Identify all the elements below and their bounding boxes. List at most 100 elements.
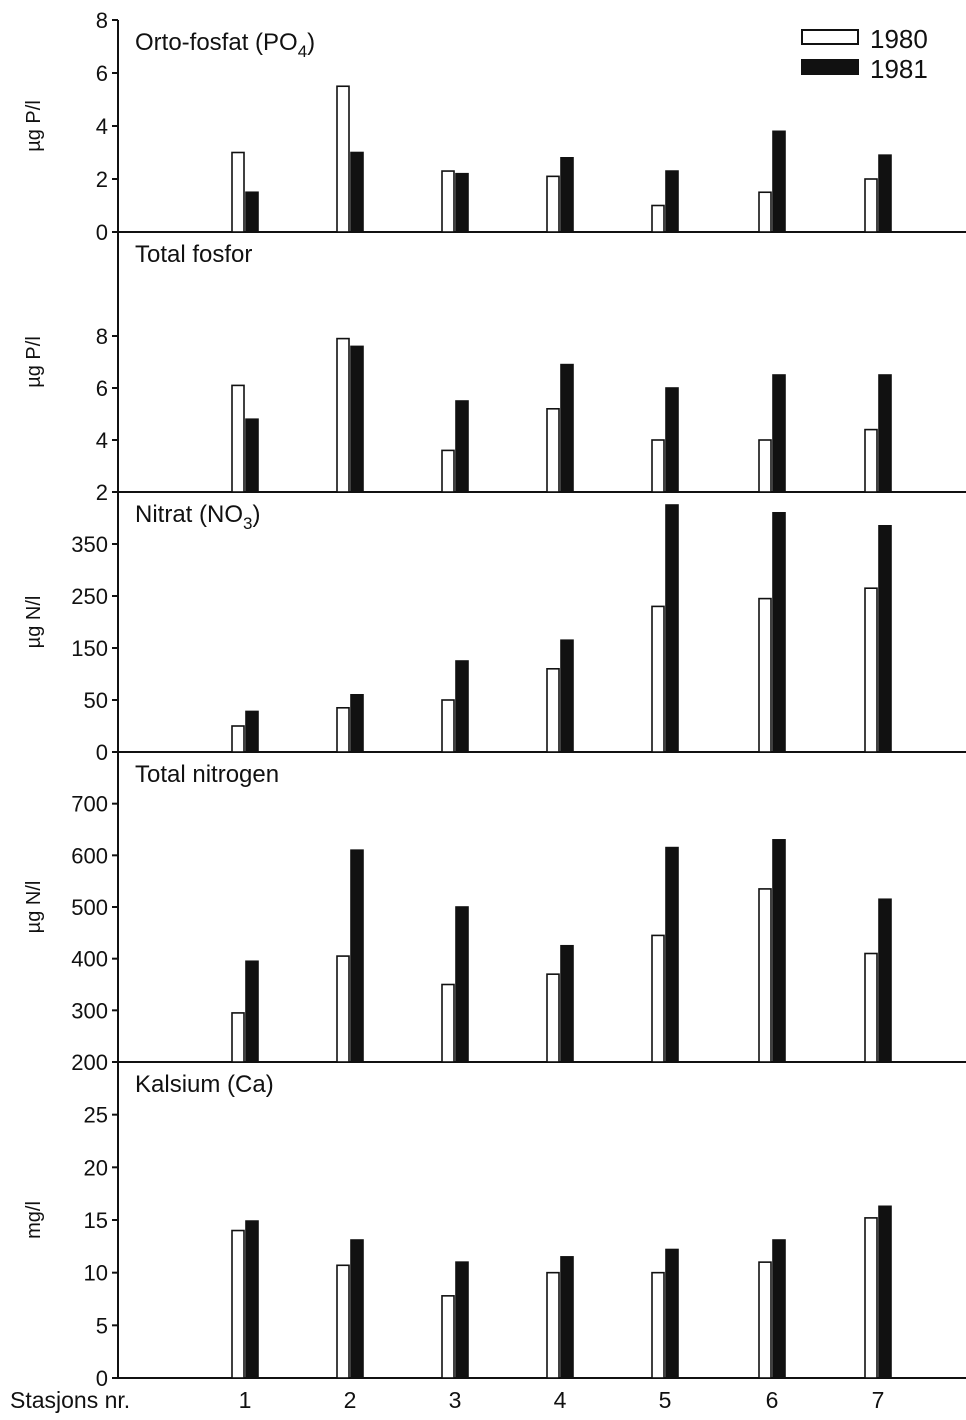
- bar-1980-station-2: [336, 337, 350, 493]
- y-tick-label: 500: [71, 895, 108, 920]
- x-tick-label: 4: [554, 1387, 567, 1413]
- x-tick-label: 7: [872, 1387, 885, 1413]
- x-tick-label: 3: [449, 1387, 462, 1413]
- bar-1981-station-4: [560, 944, 574, 1063]
- y-tick-label: 25: [84, 1103, 108, 1128]
- y-axis-label: µg N/l: [23, 596, 45, 649]
- bar-1980-station-4: [546, 973, 560, 1063]
- legend-swatch-1980: [801, 29, 859, 45]
- bar-1981-station-6: [772, 511, 786, 753]
- y-tick-label: 0: [96, 1366, 108, 1391]
- x-tick-label: 6: [766, 1387, 779, 1413]
- panel-3: 0 50 150 250 350 Nitrat (NO3) µg N/l: [23, 492, 966, 765]
- y-tick-label: 200: [71, 1050, 108, 1075]
- bar-1980-station-3: [441, 1295, 455, 1379]
- bar-1980-station-3: [441, 699, 455, 753]
- panel-title: Orto-fosfat (PO4): [135, 29, 315, 61]
- y-axis-label: µg P/l: [23, 336, 45, 388]
- y-tick-label: 15: [84, 1208, 108, 1233]
- x-tick-label: 5: [659, 1387, 672, 1413]
- bar-1981-station-7: [878, 1205, 892, 1379]
- panel-2: 2 4 6 8 Total fosfor µg P/l: [23, 232, 966, 505]
- x-tick-label: 2: [344, 1387, 357, 1413]
- y-tick-label: 6: [96, 61, 108, 86]
- bar-1980-station-7: [864, 1217, 878, 1379]
- bar-1980-station-3: [441, 983, 455, 1063]
- bar-1980-station-6: [758, 888, 772, 1063]
- bar-1981-station-1: [245, 191, 259, 233]
- x-axis-label: Stasjons nr.: [10, 1387, 130, 1413]
- y-tick-label: 50: [84, 688, 108, 713]
- bar-1981-station-6: [772, 374, 786, 493]
- panel-1: 0 2 4 6 8 Orto-fosfat (PO4) µg P/l: [23, 8, 966, 245]
- legend: 1980 1981: [801, 24, 928, 84]
- panel-title: Kalsium (Ca): [135, 1071, 274, 1098]
- chart-panels: 0 2 4 6 8 Orto-fosfat (PO4) µg P/l 2 4 6 8 Total fo…: [23, 8, 966, 1391]
- bar-1981-station-3: [455, 1261, 469, 1379]
- x-tick-label: 1: [239, 1387, 252, 1413]
- bar-1981-station-7: [878, 374, 892, 493]
- y-tick-label: 8: [96, 8, 108, 33]
- y-tick-label: 4: [96, 428, 108, 453]
- bar-1980-station-4: [546, 667, 560, 753]
- bar-1980-station-1: [231, 151, 245, 233]
- bar-1981-station-1: [245, 710, 259, 753]
- bar-1980-station-2: [336, 1264, 350, 1379]
- bar-1980-station-6: [758, 1261, 772, 1379]
- y-axis-label: mg/l: [23, 1201, 45, 1239]
- panel-5: 0 5 10 15 20 25 Kalsium (Ca) mg/l: [23, 1062, 966, 1391]
- bar-1980-station-3: [441, 170, 455, 233]
- y-tick-label: 350: [71, 532, 108, 557]
- bar-1980-station-1: [231, 1229, 245, 1379]
- legend-swatch-1981: [801, 59, 859, 75]
- bar-1981-station-2: [350, 693, 364, 753]
- y-tick-label: 10: [84, 1261, 108, 1286]
- bar-1980-station-2: [336, 955, 350, 1063]
- bar-1981-station-2: [350, 1239, 364, 1379]
- y-tick-label: 150: [71, 636, 108, 661]
- bar-1981-station-3: [455, 660, 469, 753]
- panel-title: Nitrat (NO3): [135, 501, 260, 533]
- bar-1980-station-2: [336, 85, 350, 233]
- y-tick-label: 250: [71, 584, 108, 609]
- bar-1980-station-5: [651, 1271, 665, 1379]
- bar-1980-station-6: [758, 439, 772, 493]
- bar-1981-station-7: [878, 898, 892, 1063]
- bar-1980-station-7: [864, 178, 878, 233]
- bar-1981-station-5: [665, 1248, 679, 1379]
- bar-1981-station-5: [665, 846, 679, 1063]
- bar-1980-station-2: [336, 706, 350, 753]
- bar-1981-station-7: [878, 154, 892, 233]
- bar-1980-station-1: [231, 384, 245, 493]
- y-tick-label: 5: [96, 1313, 108, 1338]
- bar-1981-station-2: [350, 151, 364, 233]
- panel-title: Total nitrogen: [135, 761, 279, 788]
- bar-1981-station-1: [245, 418, 259, 493]
- y-axis-label: µg P/l: [23, 100, 45, 152]
- bar-1981-station-5: [665, 504, 679, 753]
- bar-1980-station-5: [651, 439, 665, 493]
- bar-1981-station-1: [245, 1220, 259, 1379]
- y-tick-label: 2: [96, 167, 108, 192]
- y-tick-label: 600: [71, 843, 108, 868]
- bar-1981-station-6: [772, 130, 786, 233]
- bar-1980-station-5: [651, 204, 665, 233]
- y-tick-label: 8: [96, 324, 108, 349]
- y-tick-label: 300: [71, 998, 108, 1023]
- bar-1980-station-6: [758, 191, 772, 233]
- bar-1981-station-1: [245, 960, 259, 1063]
- y-tick-label: 20: [84, 1155, 108, 1180]
- bar-1980-station-6: [758, 597, 772, 753]
- bar-1981-station-4: [560, 157, 574, 233]
- bar-1981-station-2: [350, 849, 364, 1063]
- bar-1981-station-4: [560, 1256, 574, 1379]
- bar-1981-station-4: [560, 639, 574, 753]
- y-axis-label: µg N/l: [23, 881, 45, 934]
- y-tick-label: 4: [96, 114, 108, 139]
- bar-1980-station-1: [231, 725, 245, 753]
- bar-1980-station-3: [441, 449, 455, 493]
- legend-label-1980: 1980: [870, 24, 928, 54]
- bar-1980-station-4: [546, 407, 560, 493]
- y-tick-label: 6: [96, 376, 108, 401]
